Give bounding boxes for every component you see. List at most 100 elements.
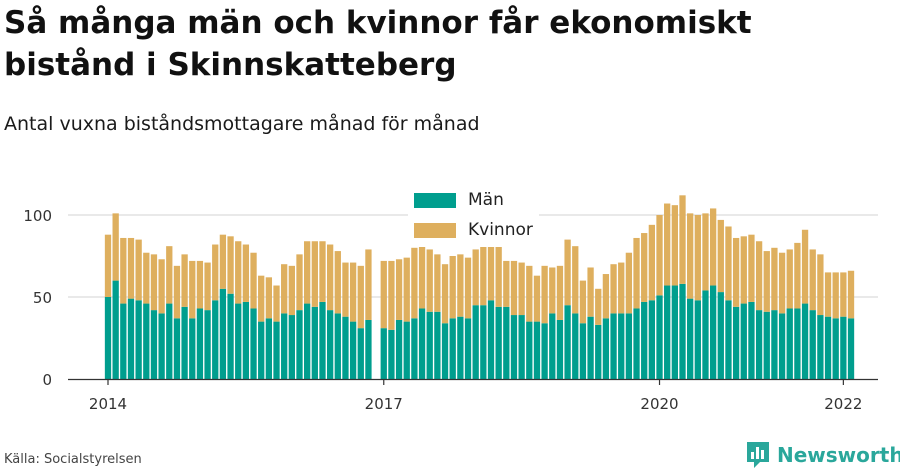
bar-man xyxy=(771,310,778,379)
bar-kvinnor xyxy=(671,205,678,286)
bar-kvinnor xyxy=(434,254,441,312)
bar-man xyxy=(778,313,786,379)
bar-kvinnor xyxy=(679,195,686,284)
legend-label-kvinnor: Kvinnor xyxy=(468,220,533,240)
bar-man xyxy=(196,308,204,379)
bar-man xyxy=(418,308,426,379)
bar-kvinnor xyxy=(265,277,273,319)
bar-man xyxy=(434,311,441,379)
bar-kvinnor xyxy=(181,254,188,307)
bar-man xyxy=(847,318,855,379)
bar-kvinnor xyxy=(296,254,303,311)
bar-man xyxy=(610,313,617,379)
bar-man xyxy=(832,318,839,379)
bar-kvinnor xyxy=(687,213,694,299)
bar-man xyxy=(235,303,242,379)
bar-man xyxy=(150,310,158,379)
bar-man xyxy=(342,316,349,379)
bar-man xyxy=(319,301,326,379)
bar-man xyxy=(334,313,341,379)
bar-kvinnor xyxy=(204,262,211,311)
bar-man xyxy=(579,323,587,379)
bar-kvinnor xyxy=(579,280,587,324)
legend-swatch-man xyxy=(414,192,456,208)
bar-man xyxy=(801,303,809,379)
bar-man xyxy=(618,313,625,379)
bar-man xyxy=(265,318,273,379)
bar-man xyxy=(464,318,472,379)
bar-kvinnor xyxy=(311,241,318,307)
source-note: Källa: Socialstyrelsen xyxy=(4,452,142,467)
bar-kvinnor xyxy=(518,262,525,316)
bar-kvinnor xyxy=(664,203,671,286)
bar-kvinnor xyxy=(694,215,701,301)
bar-kvinnor xyxy=(526,265,533,322)
bar-kvinnor xyxy=(564,239,571,306)
bar-man xyxy=(564,305,571,379)
bar-kvinnor xyxy=(541,265,548,324)
bar-man xyxy=(441,323,449,379)
bar-kvinnor xyxy=(281,264,288,314)
bar-man xyxy=(112,280,119,379)
bar-man xyxy=(242,301,250,379)
legend-item-kvinnor: Kvinnor xyxy=(414,215,533,245)
y-axis-ticks: 0 50 100 xyxy=(23,207,52,389)
legend-swatch-kvinnor xyxy=(414,222,456,238)
bar-man xyxy=(426,311,433,379)
bar-man xyxy=(763,311,770,379)
bar-man xyxy=(189,318,196,379)
bar-man xyxy=(227,293,234,379)
bar-kvinnor xyxy=(778,252,786,314)
bar-kvinnor xyxy=(618,262,625,314)
brand[interactable]: Newsworthy xyxy=(745,440,900,470)
bar-kvinnor xyxy=(319,241,326,302)
bar-kvinnor xyxy=(549,267,556,314)
bar-kvinnor xyxy=(641,233,648,302)
bar-man xyxy=(311,306,318,379)
bar-kvinnor xyxy=(495,246,502,307)
x-tick-label: 2017 xyxy=(365,395,403,413)
bar-kvinnor xyxy=(771,247,778,311)
bar-man xyxy=(587,316,594,379)
bar-kvinnor xyxy=(143,252,150,304)
bar-man xyxy=(166,303,173,379)
bar-kvinnor xyxy=(633,237,640,309)
bar-man xyxy=(104,297,112,379)
bar-kvinnor xyxy=(388,260,395,330)
bar-kvinnor xyxy=(748,234,755,302)
bar-kvinnor xyxy=(556,265,564,320)
bar-man xyxy=(449,318,456,379)
bar-man xyxy=(633,308,640,379)
bar-man xyxy=(702,290,709,379)
bar-kvinnor xyxy=(464,257,472,319)
bar-kvinnor xyxy=(740,236,747,304)
bar-man xyxy=(219,288,227,379)
bar-man xyxy=(602,318,610,379)
bar-man xyxy=(503,306,510,379)
bar-man xyxy=(281,313,288,379)
bar-kvinnor xyxy=(418,246,426,309)
bar-man xyxy=(817,315,824,379)
bar-kvinnor xyxy=(135,239,142,301)
bar-kvinnor xyxy=(725,226,732,301)
bar-kvinnor xyxy=(801,229,809,304)
bar-man xyxy=(709,285,717,379)
bar-man xyxy=(641,301,648,379)
bar-man xyxy=(625,313,633,379)
bar-man xyxy=(648,300,656,379)
bar-man xyxy=(457,316,464,379)
bar-man xyxy=(794,308,801,379)
bar-kvinnor xyxy=(212,244,219,301)
bar-man xyxy=(380,328,387,379)
bar-kvinnor xyxy=(656,215,663,296)
x-axis: 2014 2017 2020 2022 xyxy=(68,378,878,413)
bar-kvinnor xyxy=(510,260,518,316)
bar-kvinnor xyxy=(120,237,127,304)
brand-name: Newsworthy xyxy=(777,443,900,467)
bar-kvinnor xyxy=(794,242,801,309)
bar-kvinnor xyxy=(824,272,832,317)
bar-kvinnor xyxy=(717,219,724,293)
bar-man xyxy=(840,316,847,379)
bar-man xyxy=(732,306,740,379)
bar-man xyxy=(664,285,671,379)
